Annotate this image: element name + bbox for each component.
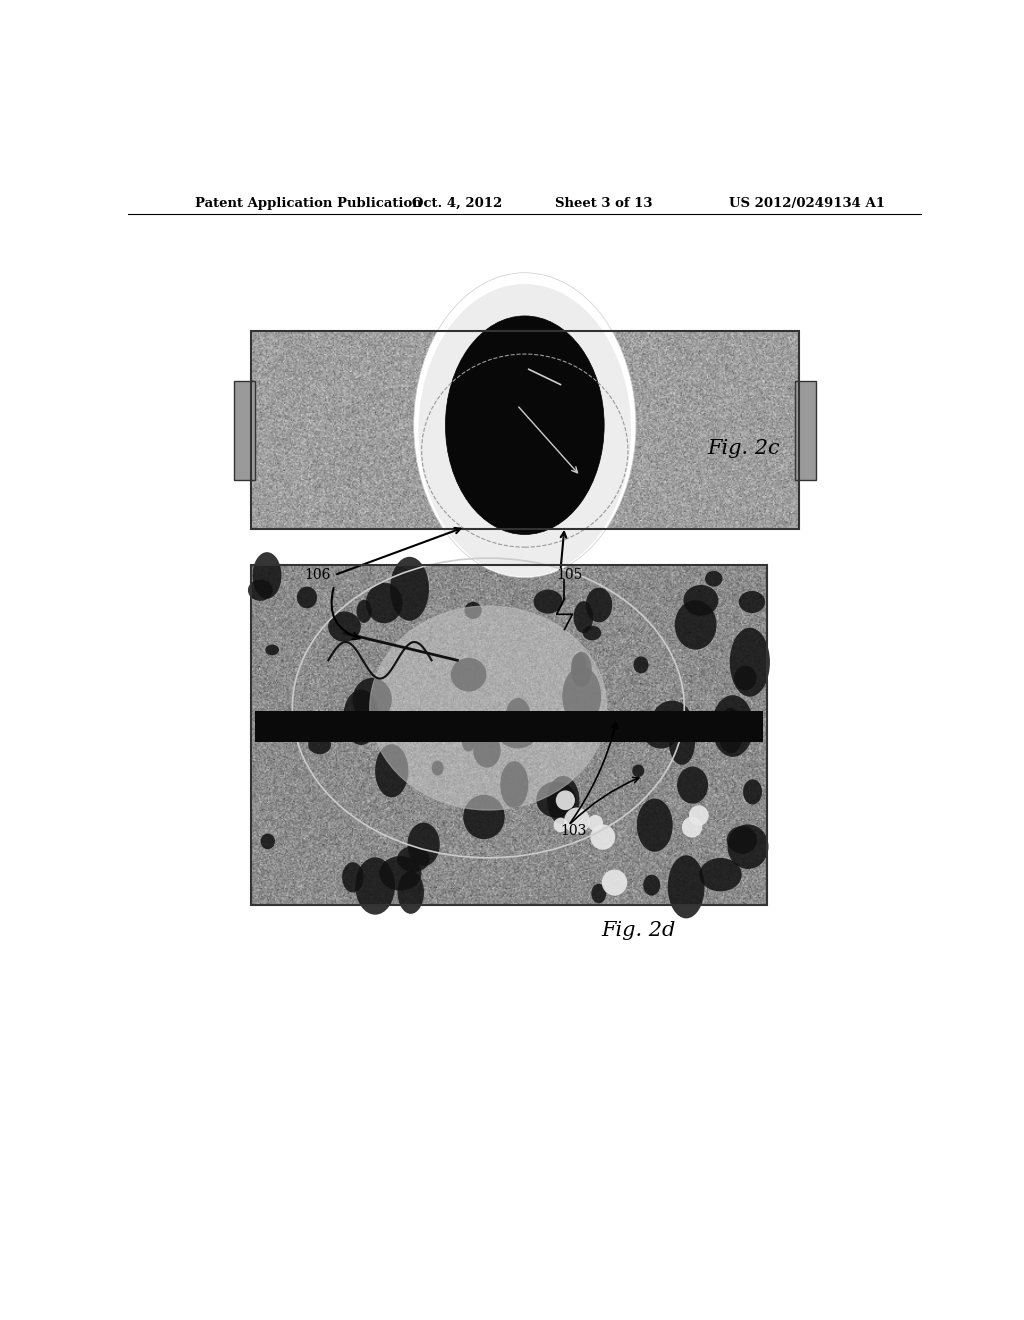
Ellipse shape xyxy=(668,855,705,919)
Text: 105: 105 xyxy=(557,568,583,582)
Ellipse shape xyxy=(473,733,501,768)
Ellipse shape xyxy=(497,714,539,748)
Ellipse shape xyxy=(689,805,709,826)
Ellipse shape xyxy=(675,601,717,649)
Ellipse shape xyxy=(727,826,757,854)
Ellipse shape xyxy=(260,833,275,849)
Ellipse shape xyxy=(534,590,562,614)
Ellipse shape xyxy=(564,808,590,834)
Ellipse shape xyxy=(505,698,530,738)
Ellipse shape xyxy=(408,822,439,866)
Ellipse shape xyxy=(501,762,528,808)
Ellipse shape xyxy=(537,781,577,817)
Ellipse shape xyxy=(432,760,443,776)
Ellipse shape xyxy=(642,711,679,748)
Ellipse shape xyxy=(712,696,754,756)
Text: Fig. 2d: Fig. 2d xyxy=(602,921,676,940)
Ellipse shape xyxy=(463,795,505,840)
Ellipse shape xyxy=(253,552,282,599)
Ellipse shape xyxy=(591,883,606,903)
Ellipse shape xyxy=(643,875,660,895)
Ellipse shape xyxy=(705,570,723,586)
Ellipse shape xyxy=(683,585,719,615)
Ellipse shape xyxy=(370,606,607,810)
Ellipse shape xyxy=(356,599,372,623)
Ellipse shape xyxy=(682,817,702,838)
Bar xyxy=(233,380,255,480)
Ellipse shape xyxy=(727,825,768,869)
Ellipse shape xyxy=(547,776,580,825)
Bar xyxy=(255,711,763,742)
Ellipse shape xyxy=(718,708,743,754)
Ellipse shape xyxy=(451,657,486,692)
Ellipse shape xyxy=(352,678,392,721)
Ellipse shape xyxy=(465,602,481,619)
Ellipse shape xyxy=(556,791,574,810)
Ellipse shape xyxy=(343,689,379,744)
Ellipse shape xyxy=(390,557,429,620)
Ellipse shape xyxy=(591,825,615,850)
Ellipse shape xyxy=(669,721,695,764)
Ellipse shape xyxy=(586,587,612,622)
Ellipse shape xyxy=(554,817,567,832)
Ellipse shape xyxy=(397,846,430,873)
Ellipse shape xyxy=(379,857,422,891)
Bar xyxy=(251,331,799,529)
Ellipse shape xyxy=(743,779,762,804)
Ellipse shape xyxy=(462,731,475,751)
Ellipse shape xyxy=(573,601,593,634)
Ellipse shape xyxy=(397,871,424,913)
Ellipse shape xyxy=(738,591,765,612)
Ellipse shape xyxy=(571,653,587,675)
Text: US 2012/0249134 A1: US 2012/0249134 A1 xyxy=(728,197,885,210)
Text: 103: 103 xyxy=(560,824,587,838)
Ellipse shape xyxy=(562,667,601,726)
Ellipse shape xyxy=(730,628,770,697)
Ellipse shape xyxy=(297,586,317,609)
Ellipse shape xyxy=(677,767,709,804)
Ellipse shape xyxy=(602,870,628,895)
Ellipse shape xyxy=(445,315,604,535)
Text: Fig. 2c: Fig. 2c xyxy=(708,440,780,458)
Ellipse shape xyxy=(328,611,360,642)
Ellipse shape xyxy=(248,579,272,601)
Ellipse shape xyxy=(355,857,395,915)
Bar xyxy=(251,565,767,906)
Ellipse shape xyxy=(583,626,601,640)
Ellipse shape xyxy=(632,764,644,777)
Ellipse shape xyxy=(375,744,409,797)
FancyArrowPatch shape xyxy=(332,587,359,639)
Ellipse shape xyxy=(588,814,603,830)
Ellipse shape xyxy=(651,701,692,742)
Ellipse shape xyxy=(571,652,592,686)
Bar xyxy=(795,380,816,480)
Text: Sheet 3 of 13: Sheet 3 of 13 xyxy=(555,197,653,210)
Ellipse shape xyxy=(734,665,757,690)
Ellipse shape xyxy=(414,273,636,578)
Ellipse shape xyxy=(308,735,331,754)
Ellipse shape xyxy=(366,582,402,623)
Text: Patent Application Publication: Patent Application Publication xyxy=(196,197,422,210)
Text: 106: 106 xyxy=(304,568,331,582)
Ellipse shape xyxy=(298,714,326,738)
Ellipse shape xyxy=(699,858,741,891)
Ellipse shape xyxy=(419,284,631,577)
Ellipse shape xyxy=(265,644,280,655)
Ellipse shape xyxy=(637,799,673,851)
Text: Oct. 4, 2012: Oct. 4, 2012 xyxy=(413,197,503,210)
Ellipse shape xyxy=(342,862,364,892)
Ellipse shape xyxy=(634,656,648,673)
